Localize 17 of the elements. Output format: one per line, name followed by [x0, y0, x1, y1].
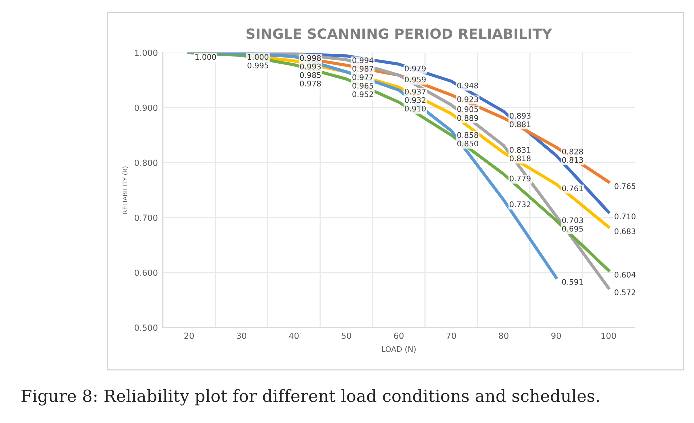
y-tick-label: 0.500 — [134, 324, 158, 332]
x-tick-label: 30 — [237, 332, 246, 340]
x-tick-label: 50 — [342, 332, 352, 340]
y-tick-label: 0.600 — [134, 270, 158, 276]
y-tick-label: 0.700 — [134, 214, 158, 222]
x-tick-label: 80 — [499, 332, 509, 340]
x-tick-label: 60 — [394, 332, 404, 340]
caption: Figure 8: Reliability plot for different load conditions and schedules. — [22, 389, 600, 406]
x-tick-label: 40 — [289, 332, 299, 340]
y-tick-label: 1.000 — [135, 50, 158, 56]
chart-title: SINGLE SCANNING PERIOD RELIABILITY — [246, 28, 552, 40]
y-tick-label: 0.800 — [134, 160, 158, 166]
x-tick-label: 70 — [446, 332, 456, 340]
x-tick-label: 20 — [184, 332, 194, 340]
x-tick-label: 90 — [552, 332, 562, 340]
x-tick-label: 100 — [602, 332, 616, 340]
y-tick-label: 0.900 — [134, 104, 158, 112]
